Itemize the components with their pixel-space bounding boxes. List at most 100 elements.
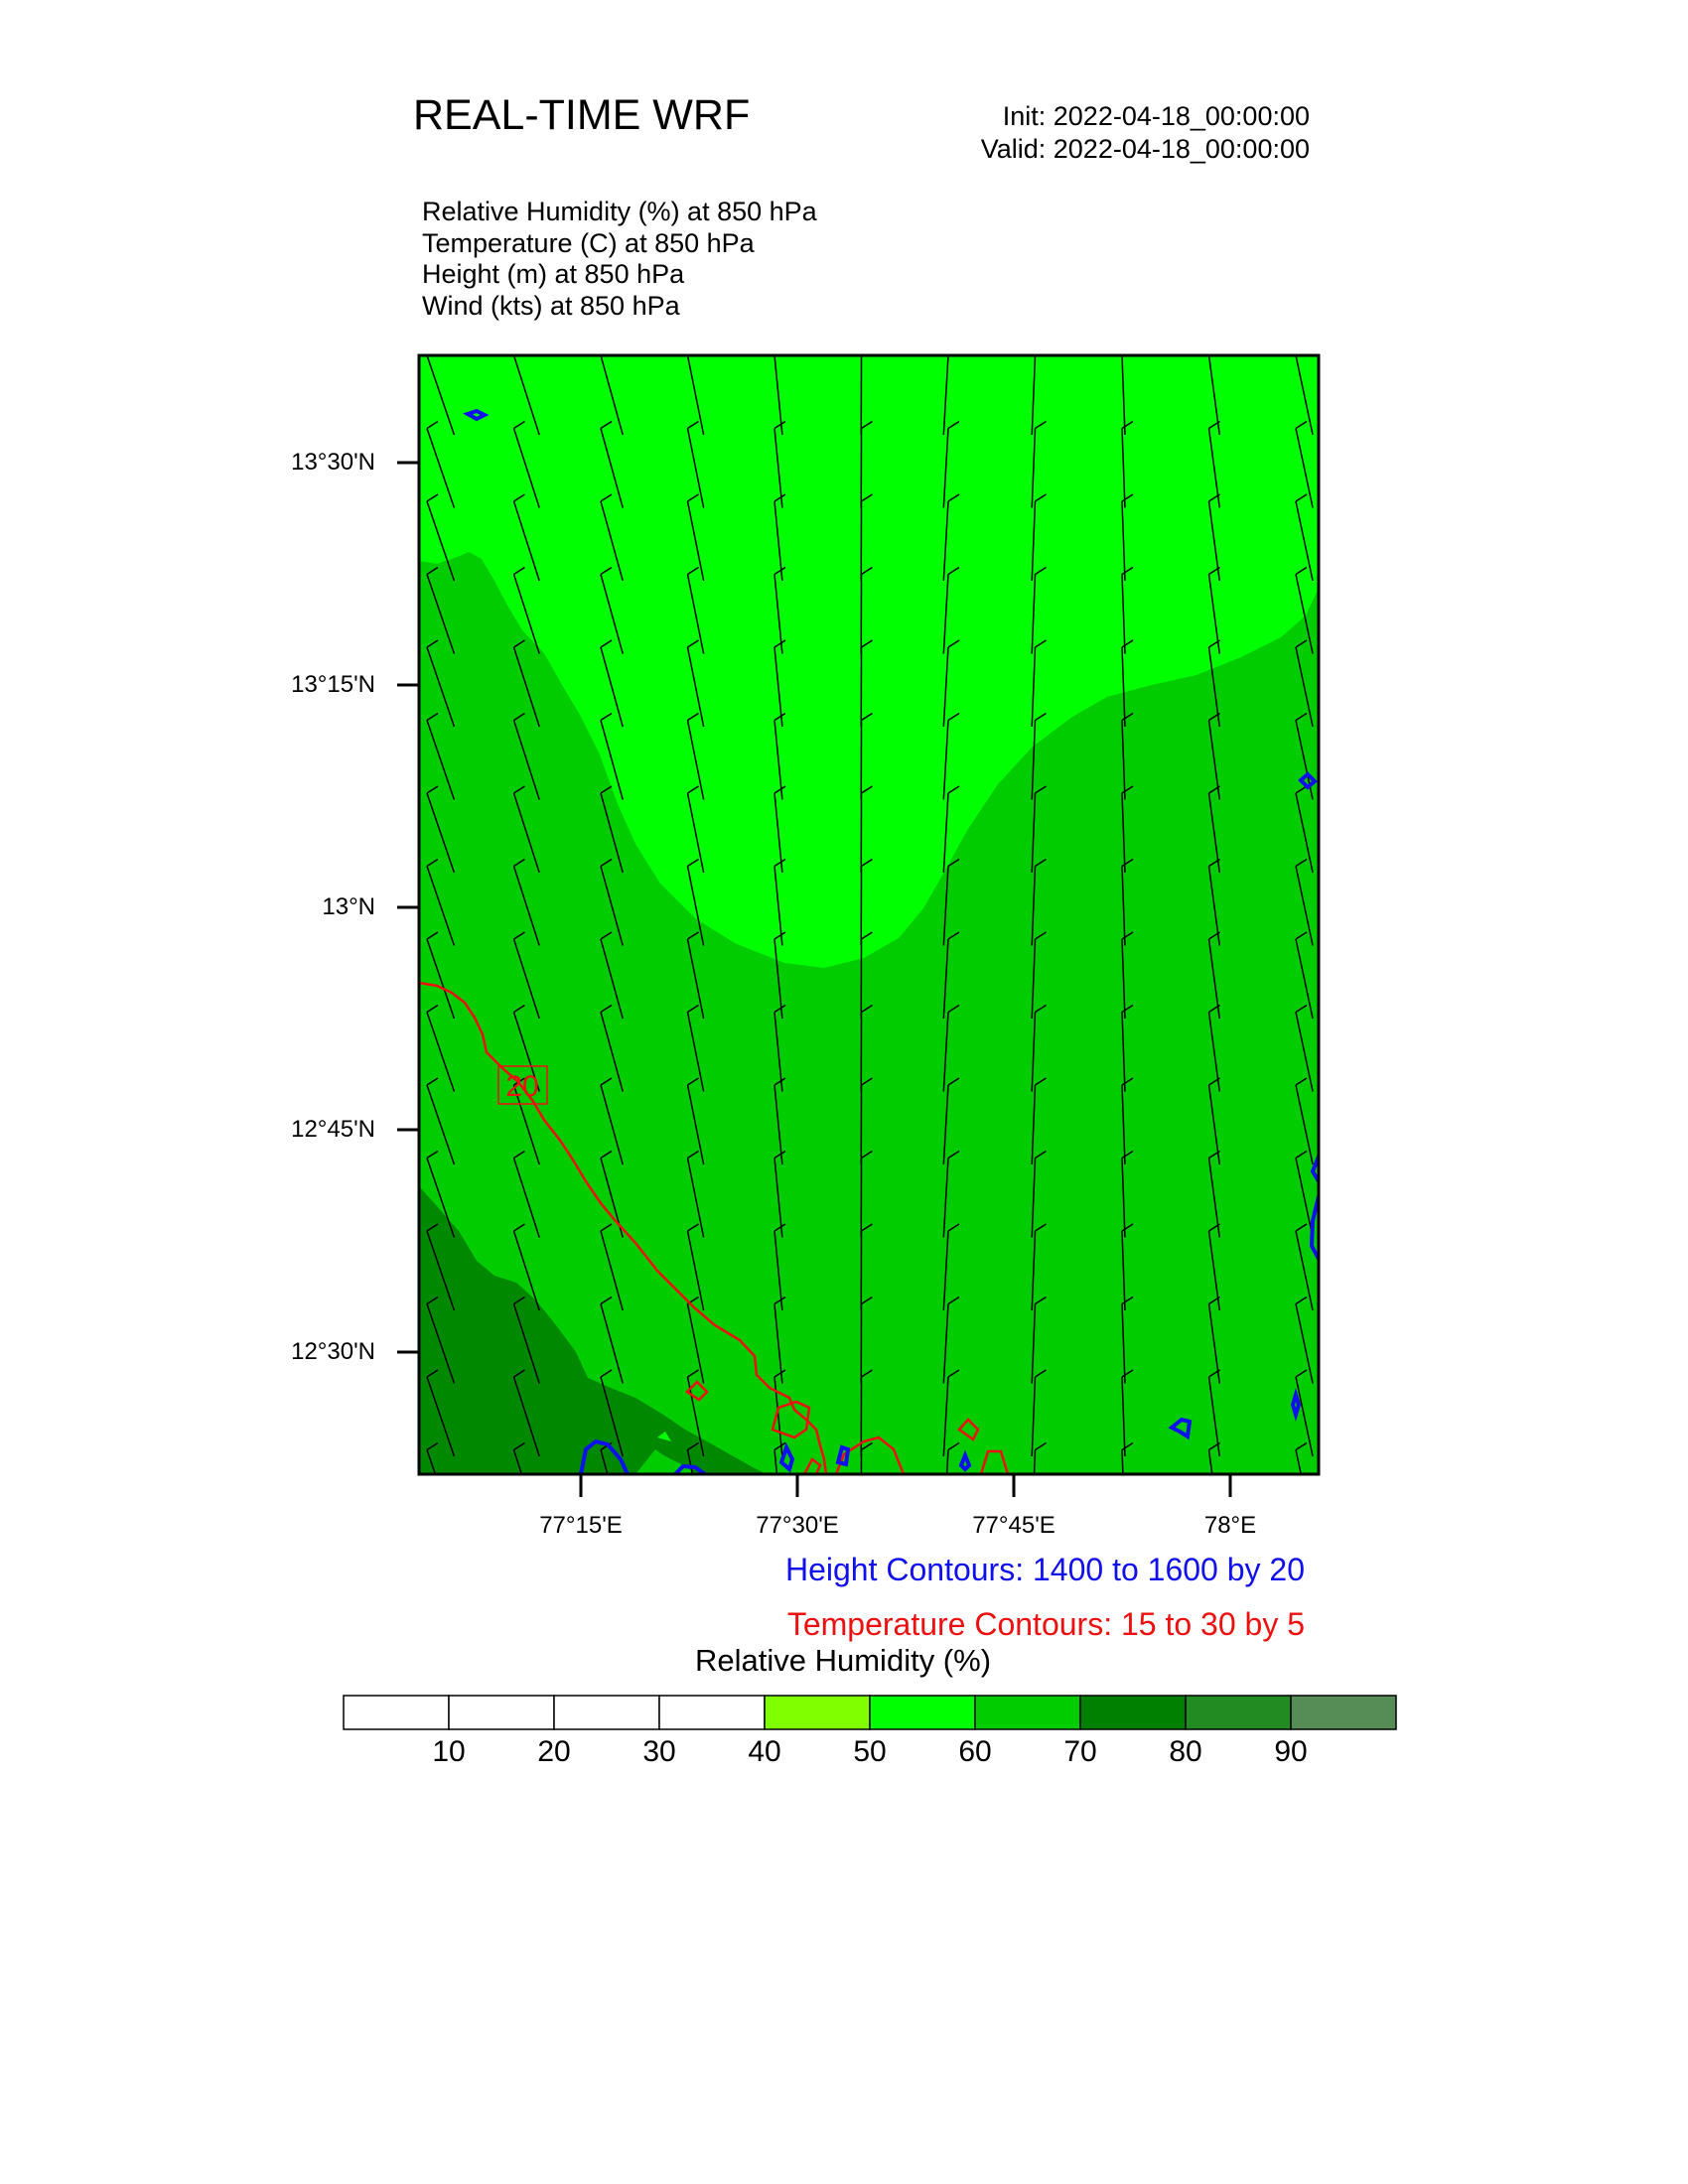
wind-barb-staff [942,1084,949,1165]
wind-barb-staff [686,428,705,508]
wind-barb-flag [947,1077,960,1086]
wind-barb-staff [1031,428,1037,508]
wind-barb-flag [1035,785,1047,794]
wind-barb-flag [947,1150,960,1160]
wind-barb-flag [1121,712,1134,722]
wind-barb-staff [512,1084,540,1165]
wind-barb-staff [686,574,705,654]
wind-barb-staff [942,1230,949,1311]
wind-barb-staff [426,1376,456,1457]
wind-barb-flag [426,1296,439,1305]
wind-barb-flag [1208,712,1220,722]
wind-barb-flag [513,1369,525,1378]
wind-barb-flag [947,1441,960,1451]
wind-barb-flag [1295,566,1308,576]
wind-barb-staff [1031,355,1037,436]
wind-barb-flag [1035,712,1047,722]
wind-barb-flag [1121,931,1134,940]
wind-barb-staff [600,720,624,800]
wind-barb-flag [426,1150,439,1160]
wind-barb-flag [774,1369,786,1378]
wind-barb-flag [688,1516,699,1523]
wind-barb-flag [600,712,613,722]
wind-barb-staff [1207,938,1221,1020]
wind-barb-flag [687,712,699,722]
wind-barb-flag [948,1516,959,1523]
wind-barb-flag [1035,1077,1047,1086]
field-label-wind: Wind (kts) at 850 hPa [422,291,680,321]
wind-barb-staff [686,866,705,946]
wind-barb-staff [774,792,783,874]
wind-barb-staff [1207,1376,1221,1457]
lon-tick-label: 77°45'E [972,1512,1055,1539]
wind-barb-staff [1207,720,1221,800]
wind-barb-flag [513,785,525,794]
colorbar-label: 70 [1063,1735,1097,1768]
temperature-contour-closed [957,1418,980,1441]
wind-barb-flag [513,712,525,722]
wind-barb-flag [1208,493,1220,502]
wind-barb-staff [512,355,540,436]
wind-barb-staff [1295,1303,1314,1384]
wind-barb-staff [600,1303,624,1384]
wind-barb-staff [426,938,456,1020]
wind-barb-flag [1121,1077,1134,1086]
wind-barb-staff [600,428,624,508]
lat-tick-label: 13°N [322,893,375,920]
wind-barb-staff [1121,500,1126,582]
wind-barb-flag [426,493,439,502]
wind-barb-staff [600,866,624,946]
wind-barb-staff [600,646,624,728]
wind-barb-flag [1295,493,1308,502]
wind-barb-staff [1295,355,1314,436]
wind-barb-staff [1295,866,1314,946]
wind-barb-flag [1035,1223,1047,1232]
height-contour [1290,1388,1302,1422]
wind-barb-staff [686,1449,694,1474]
wind-barb-flag [1295,1004,1308,1014]
height-contour [958,1449,972,1472]
wind-barb-flag [774,1441,786,1451]
wind-barb-flag [513,639,525,648]
wind-barb-flag [861,1004,873,1014]
wind-barb-staff [426,792,456,874]
wind-barb-staff [426,355,456,436]
wind-barb-staff [600,500,624,582]
temperature-contour-open [979,1449,1010,1474]
wind-barb-flag [687,566,699,576]
wind-barb-staff [600,355,624,436]
wind-barb-staff [686,1230,705,1311]
wind-barb-staff [942,1376,949,1457]
colorbar-box [343,1695,450,1730]
wind-barb-staff [1121,792,1126,874]
height-contour [1168,1417,1193,1440]
wind-barb-flag [947,1223,960,1232]
wind-barb-staff [1031,1376,1037,1457]
wind-barb-flag [1295,1369,1308,1378]
wind-barb-staff [1121,1012,1126,1092]
lon-tick-label: 78°E [1203,1512,1257,1539]
wind-barb-flag [861,712,873,722]
wind-barb-staff [1121,1303,1126,1384]
wind-barb-flag [687,1150,699,1160]
plot-title: REAL-TIME WRF [413,91,751,139]
wind-barb-staff [942,646,949,728]
wind-barb-staff [512,646,540,728]
wind-barb-flag [513,858,525,868]
wind-barb-flag [1208,1441,1220,1451]
wind-barb-staff [426,720,456,800]
wind-barb-staff [512,1158,540,1238]
wind-barb-staff [512,1230,540,1311]
wind-barb-staff [1207,500,1221,582]
height-contour [579,1438,630,1474]
wind-barb-staff [942,500,949,582]
wind-barb-staff [1207,355,1221,436]
colorbar-label: 30 [642,1735,676,1768]
wind-barb-staff [1295,1084,1314,1165]
wind-barb-flag [426,1369,439,1378]
wind-barb-staff [1031,1012,1037,1092]
wind-barb-staff [686,1158,705,1238]
lon-tick-label: 77°30'E [756,1512,839,1539]
wind-barb-flag [1295,1296,1308,1305]
wind-barb-flag [1035,639,1047,648]
